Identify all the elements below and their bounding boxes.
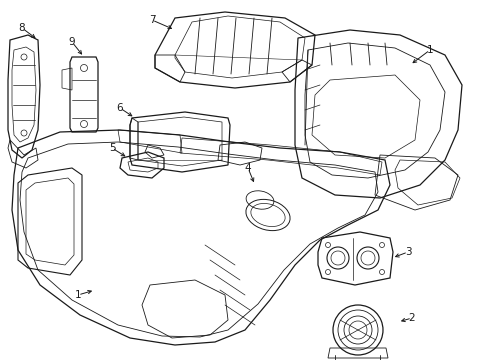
Text: 1: 1 — [75, 290, 81, 300]
Text: 8: 8 — [19, 23, 25, 33]
Text: 4: 4 — [244, 163, 251, 173]
Text: 5: 5 — [108, 143, 115, 153]
Text: 3: 3 — [404, 247, 410, 257]
Text: 7: 7 — [148, 15, 155, 25]
Text: 9: 9 — [68, 37, 75, 47]
Text: 6: 6 — [117, 103, 123, 113]
Text: 2: 2 — [408, 313, 414, 323]
Text: 1: 1 — [426, 45, 432, 55]
